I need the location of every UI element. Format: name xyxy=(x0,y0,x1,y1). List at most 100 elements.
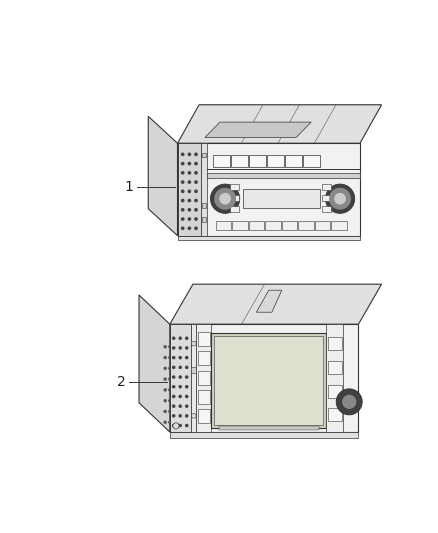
Bar xyxy=(230,206,239,212)
Bar xyxy=(198,370,210,385)
Bar xyxy=(198,409,210,423)
Circle shape xyxy=(173,415,175,417)
Bar xyxy=(231,155,248,167)
Bar xyxy=(249,221,264,230)
Circle shape xyxy=(188,181,191,183)
Polygon shape xyxy=(139,295,170,432)
Circle shape xyxy=(188,218,191,220)
Circle shape xyxy=(169,346,171,348)
Circle shape xyxy=(334,193,346,205)
Circle shape xyxy=(164,410,166,413)
Circle shape xyxy=(182,172,184,174)
Bar xyxy=(198,390,210,404)
Circle shape xyxy=(173,357,176,359)
Circle shape xyxy=(164,389,166,391)
Bar xyxy=(328,408,342,421)
Circle shape xyxy=(182,227,184,229)
Circle shape xyxy=(329,188,351,209)
Circle shape xyxy=(173,346,176,348)
Bar xyxy=(267,155,284,167)
Bar xyxy=(170,432,358,438)
Circle shape xyxy=(169,357,171,359)
Circle shape xyxy=(195,172,197,174)
Circle shape xyxy=(195,208,197,211)
Circle shape xyxy=(211,184,240,213)
Circle shape xyxy=(169,400,171,402)
Circle shape xyxy=(195,153,197,156)
Polygon shape xyxy=(170,284,381,324)
Circle shape xyxy=(173,367,176,369)
Bar xyxy=(177,236,360,240)
Circle shape xyxy=(182,163,184,165)
Circle shape xyxy=(173,423,179,429)
Circle shape xyxy=(164,357,166,359)
Circle shape xyxy=(186,366,188,368)
Circle shape xyxy=(173,400,176,402)
Circle shape xyxy=(342,395,357,409)
Bar xyxy=(244,189,320,208)
Circle shape xyxy=(173,389,176,391)
Circle shape xyxy=(195,199,197,201)
Bar xyxy=(230,184,239,190)
Circle shape xyxy=(179,415,181,417)
Circle shape xyxy=(169,410,171,413)
Circle shape xyxy=(191,414,196,418)
Circle shape xyxy=(186,357,188,359)
Bar xyxy=(219,426,319,431)
Circle shape xyxy=(214,188,236,209)
Bar xyxy=(196,324,211,432)
Bar xyxy=(202,203,206,208)
Bar xyxy=(298,221,314,230)
Circle shape xyxy=(173,395,175,398)
Circle shape xyxy=(164,346,166,348)
Circle shape xyxy=(186,405,188,407)
Bar xyxy=(170,324,191,432)
Circle shape xyxy=(188,163,191,165)
Bar xyxy=(321,206,331,212)
Circle shape xyxy=(179,424,181,426)
Bar xyxy=(191,324,196,432)
Circle shape xyxy=(188,199,191,201)
Circle shape xyxy=(195,227,197,229)
Circle shape xyxy=(182,208,184,211)
Circle shape xyxy=(173,424,175,426)
Circle shape xyxy=(182,190,184,192)
Circle shape xyxy=(173,357,175,359)
Bar xyxy=(315,221,330,230)
Bar xyxy=(282,221,297,230)
Polygon shape xyxy=(205,122,311,138)
Circle shape xyxy=(188,172,191,174)
Text: 2: 2 xyxy=(117,375,126,389)
Circle shape xyxy=(186,424,188,426)
Circle shape xyxy=(195,181,197,183)
Circle shape xyxy=(186,347,188,349)
Bar xyxy=(249,155,266,167)
Circle shape xyxy=(195,190,197,192)
Circle shape xyxy=(173,337,175,340)
Circle shape xyxy=(179,357,181,359)
Circle shape xyxy=(164,400,166,402)
Bar xyxy=(285,155,302,167)
Bar xyxy=(177,143,201,236)
Circle shape xyxy=(164,421,166,423)
Circle shape xyxy=(182,181,184,183)
Bar xyxy=(202,152,206,157)
Circle shape xyxy=(179,405,181,407)
Circle shape xyxy=(173,386,175,388)
Bar xyxy=(170,324,358,432)
Bar xyxy=(233,221,248,230)
Bar xyxy=(303,155,320,167)
Bar xyxy=(326,324,343,432)
Bar xyxy=(321,195,331,201)
Circle shape xyxy=(164,378,166,380)
Circle shape xyxy=(173,366,175,368)
Bar xyxy=(328,361,342,374)
Bar xyxy=(201,143,207,236)
Bar xyxy=(214,336,323,425)
Bar xyxy=(198,351,210,365)
Bar xyxy=(198,332,210,346)
Bar xyxy=(321,184,331,190)
Circle shape xyxy=(195,163,197,165)
Circle shape xyxy=(173,405,175,407)
Circle shape xyxy=(169,367,171,369)
